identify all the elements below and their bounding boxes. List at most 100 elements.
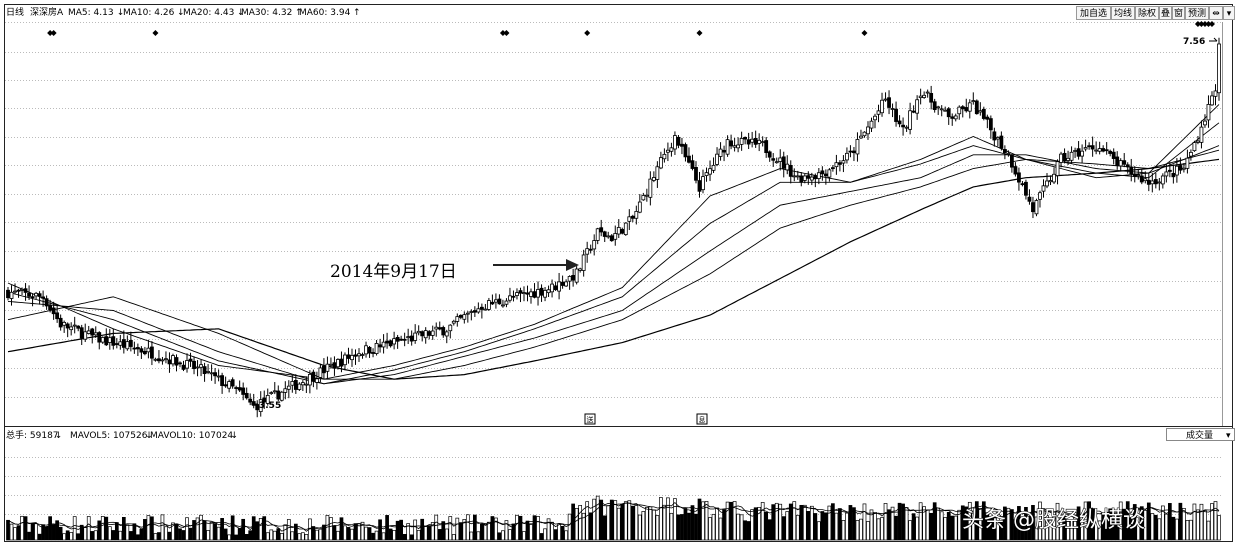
candle-up <box>1041 185 1046 192</box>
candle-up <box>486 300 491 310</box>
candle-up <box>792 175 797 178</box>
volume-bar-down <box>322 524 326 541</box>
candle-up <box>1055 161 1060 176</box>
candle-down <box>437 327 442 330</box>
toolbar-button-3[interactable]: 除权 <box>1135 6 1159 20</box>
volume-bar-down <box>852 507 856 541</box>
candle-up <box>86 330 91 334</box>
volume-bar-down <box>132 523 137 541</box>
volume-bar-down <box>746 521 751 541</box>
candle-down <box>479 306 484 310</box>
candle-down <box>27 292 31 297</box>
volume-bar-up <box>715 507 719 541</box>
volume-bar-down <box>771 504 776 541</box>
toolbar-button-6[interactable]: 预测 <box>1185 6 1209 20</box>
volume-bar-up <box>1192 503 1197 541</box>
volume-bar-up <box>413 519 418 541</box>
candle-down <box>588 248 593 251</box>
volume-bar-down <box>1129 517 1134 541</box>
candle-up <box>62 321 67 326</box>
ma-arrow-2-icon: ↓ <box>177 8 185 18</box>
volume-bar-up <box>522 531 526 541</box>
volume-bar-down <box>192 520 196 541</box>
toolbar-button-5[interactable]: 窗 <box>1172 6 1185 20</box>
volume-bar-down <box>1076 506 1081 541</box>
candle-up <box>1048 180 1053 183</box>
volume-bar-up <box>290 531 295 541</box>
candle-down <box>1125 164 1130 168</box>
candle-down <box>609 235 614 242</box>
candle-up <box>9 291 14 299</box>
chart-frame <box>4 4 1233 542</box>
volume-bar-down <box>251 516 256 541</box>
candle-down <box>1062 152 1067 162</box>
volume-bar-down <box>76 533 81 541</box>
indicator-selector-label: 成交量 <box>1186 429 1213 441</box>
candle-down <box>241 387 246 395</box>
volume-bar-down <box>23 516 28 541</box>
volume-arrow-1-icon: ↓ <box>55 431 63 441</box>
last-price-marker: 7.56 <box>1183 37 1218 47</box>
candle-up <box>469 311 474 313</box>
volume-bar-up <box>1217 515 1221 541</box>
candle-up <box>1083 147 1088 150</box>
candle-up <box>592 240 597 250</box>
volume-bar-down <box>1178 502 1183 541</box>
toolbar-button-label: 窗 <box>1174 7 1183 19</box>
candle-up <box>364 345 368 355</box>
volume-bar-up <box>199 514 203 541</box>
ma-legend-4: MA30: 4.32 <box>241 8 292 18</box>
candle-up <box>1080 150 1085 157</box>
candle-down <box>178 362 182 365</box>
volume-bar-up <box>546 518 551 541</box>
ma-arrow-5-icon: ↑ <box>353 8 361 18</box>
candle-down <box>911 110 916 113</box>
volume-bar-up <box>536 516 540 541</box>
candle-up <box>1164 171 1169 177</box>
candle-up <box>448 324 453 332</box>
candle-up <box>732 145 737 148</box>
candle-down <box>553 285 558 291</box>
candle-up <box>715 153 719 165</box>
candle-down <box>852 150 856 154</box>
indicator-selector[interactable]: 成交量 ▾ <box>1166 428 1235 442</box>
ma-legend-1: MA5: 4.13 <box>68 8 114 18</box>
candle-down <box>51 307 56 315</box>
toolbar-button-8[interactable]: ▾ <box>1223 6 1235 20</box>
candle-up <box>704 172 709 176</box>
candle-up <box>662 153 667 160</box>
candle-up <box>876 110 881 115</box>
volume-bar-up <box>725 501 730 541</box>
date-annotation: 2014年9月17日 <box>330 259 579 282</box>
toolbar-button-1[interactable]: 加自选 <box>1076 6 1111 20</box>
candle-down <box>1129 167 1134 175</box>
volume-bar-up <box>107 526 112 541</box>
candle-down <box>1167 169 1172 172</box>
candle-down <box>985 116 990 120</box>
candle-down <box>1101 148 1106 152</box>
candle-up <box>329 363 333 366</box>
toolbar-button-frame <box>1185 6 1209 20</box>
volume-bar-down <box>490 516 495 541</box>
toolbar-button-4[interactable]: 叠 <box>1159 6 1172 20</box>
last-price-label: 7.56 <box>1183 37 1205 47</box>
candle-down <box>964 107 969 112</box>
candle-down <box>1027 196 1032 202</box>
event-box-2[interactable]: 息 <box>696 413 708 425</box>
candle-up <box>1196 140 1200 143</box>
volume-bar-up <box>1199 503 1204 541</box>
volume-bar-down <box>1104 514 1109 541</box>
volume-bar-down <box>129 531 133 541</box>
event-box-1[interactable]: 送 <box>584 413 596 425</box>
candle-up <box>283 388 288 393</box>
candle-down <box>385 340 389 344</box>
toolbar-button-7[interactable]: ⇹ <box>1209 6 1223 20</box>
candle-up <box>304 383 309 386</box>
toolbar-button-2[interactable]: 均线 <box>1111 6 1135 20</box>
volume-bar-up <box>595 495 600 541</box>
candle-down <box>620 228 625 234</box>
volume-bar-up <box>939 511 944 541</box>
volume-bar-down <box>1125 501 1130 541</box>
period-label[interactable]: 日线 <box>6 6 24 18</box>
volume-bar-up <box>455 517 460 541</box>
